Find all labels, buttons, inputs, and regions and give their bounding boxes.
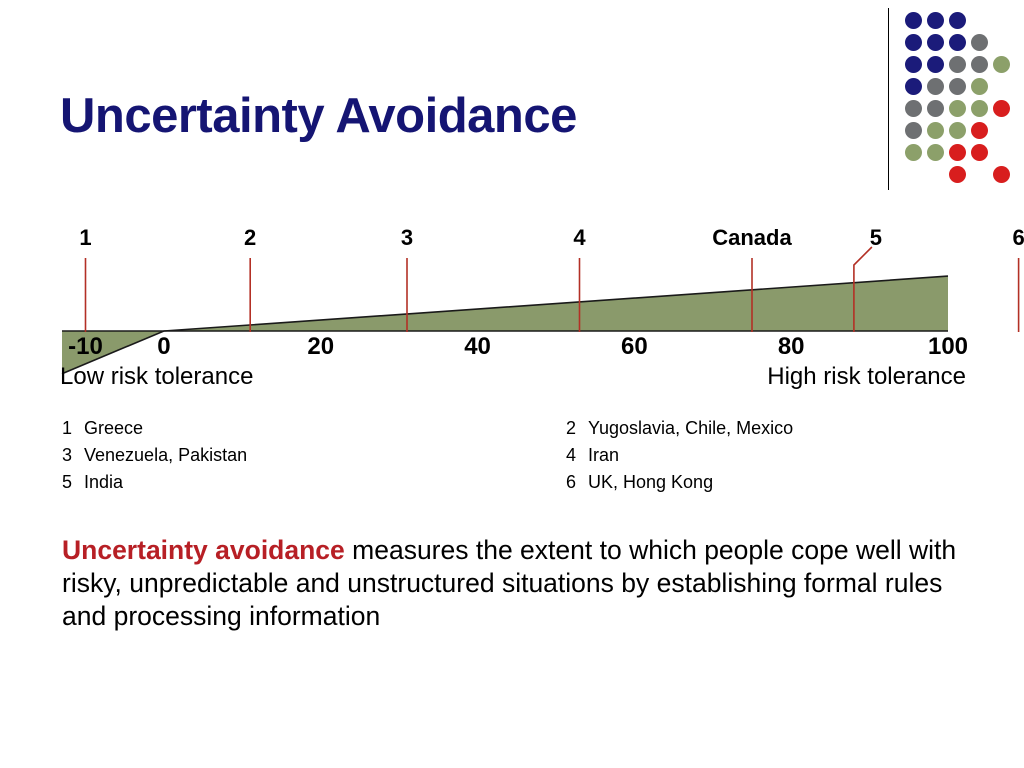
legend-item-number: 6 — [566, 472, 577, 492]
definition-paragraph: Uncertainty avoidance measures the exten… — [62, 534, 972, 633]
marker-label-1: 1 — [79, 225, 92, 250]
logo-dot-blue — [927, 12, 944, 29]
dot-grid-logo — [888, 4, 1018, 190]
logo-dot-blue — [905, 34, 922, 51]
legend-item-countries: Iran — [588, 445, 620, 465]
axis-tick-label-60: 60 — [621, 333, 648, 360]
logo-dot-blue — [949, 34, 966, 51]
logo-dot-gray — [971, 56, 988, 73]
axis-tick-label-80: 80 — [777, 333, 805, 360]
logo-dot-red — [971, 122, 988, 139]
legend-item-number: 5 — [62, 472, 73, 492]
logo-dot-red — [949, 166, 966, 183]
legend-item-number: 4 — [566, 445, 577, 465]
legend-item-number: 3 — [62, 445, 73, 465]
axis-tick-label-100: 100 — [927, 333, 969, 360]
legend-item-number: 2 — [566, 418, 577, 438]
logo-dot-gray — [927, 78, 944, 95]
legend-item-4: 4 Iran — [566, 445, 619, 466]
logo-dot-green — [905, 144, 922, 161]
logo-dot-green — [993, 56, 1010, 73]
logo-dot-gray — [905, 122, 922, 139]
marker-label-2: 2 — [244, 225, 257, 250]
marker-label-6: 6 — [1012, 225, 1024, 250]
logo-dot-red — [993, 100, 1010, 117]
legend-item-countries: UK, Hong Kong — [588, 472, 714, 492]
axis-tick-label-20: 20 — [307, 333, 335, 360]
marker-tick-group — [84, 246, 1020, 332]
legend-item-countries: India — [84, 472, 124, 492]
legend-item-countries: Venezuela, Pakistan — [84, 445, 248, 465]
legend-item-1: 1 Greece — [62, 418, 143, 439]
logo-dot-green — [971, 100, 988, 117]
marker-label-canada: Canada — [712, 225, 792, 250]
logo-dot-gray — [927, 100, 944, 117]
axis-tick-label-40: 40 — [464, 333, 491, 360]
logo-dot-green — [949, 122, 966, 139]
logo-dot-blue — [905, 12, 922, 29]
logo-dot-green — [927, 122, 944, 139]
logo-dot-gray — [949, 78, 966, 95]
chart-area-svg — [61, 246, 1020, 375]
legend-item-5: 5 India — [62, 472, 123, 493]
logo-dot-gray — [905, 100, 922, 117]
legend-item-6: 6 UK, Hong Kong — [566, 472, 713, 493]
low-risk-tolerance-label: Low risk tolerance — [60, 363, 254, 390]
legend-item-countries: Greece — [84, 418, 144, 438]
definition-body-text: measures the extent to which people cope… — [62, 535, 957, 631]
logo-dot-red — [949, 144, 966, 161]
logo-dot-blue — [949, 12, 966, 29]
legend-item-countries: Yugoslavia, Chile, Mexico — [588, 418, 794, 438]
marker-leader-5 — [853, 246, 873, 332]
legend-item-number: 1 — [62, 418, 73, 438]
risk-tolerance-chart: 1 2 3 4 Canada 5 6 -10 0 20 40 60 80 100 Low risk to… — [0, 215, 1024, 395]
logo-dot-red — [993, 166, 1010, 183]
logo-dot-green — [949, 100, 966, 117]
logo-dot-blue — [905, 78, 922, 95]
page-title: Uncertainty Avoidance — [60, 89, 577, 143]
legend-item-3: 3 Venezuela, Pakistan — [62, 445, 247, 466]
logo-dot-blue — [927, 56, 944, 73]
logo-dot-blue — [927, 34, 944, 51]
risk-tolerance-wedge — [62, 276, 948, 374]
marker-label-5: 5 — [869, 225, 883, 250]
legend-item-2: 2 Yugoslavia, Chile, Mexico — [566, 418, 793, 439]
logo-dot-gray — [949, 56, 966, 73]
high-risk-tolerance-label: High risk tolerance — [767, 363, 966, 390]
logo-dot-green — [927, 144, 944, 161]
logo-dot-blue — [905, 56, 922, 73]
logo-dot-gray — [971, 34, 988, 51]
logo-dot-green — [971, 78, 988, 95]
logo-vertical-rule — [888, 8, 889, 190]
axis-tick-label--10: -10 — [68, 333, 103, 360]
axis-tick-label-0: 0 — [157, 333, 171, 360]
logo-dot-red — [971, 144, 988, 161]
marker-label-3: 3 — [400, 225, 414, 250]
marker-label-4: 4 — [573, 225, 586, 250]
definition-lead-term: Uncertainty avoidance — [62, 535, 345, 565]
